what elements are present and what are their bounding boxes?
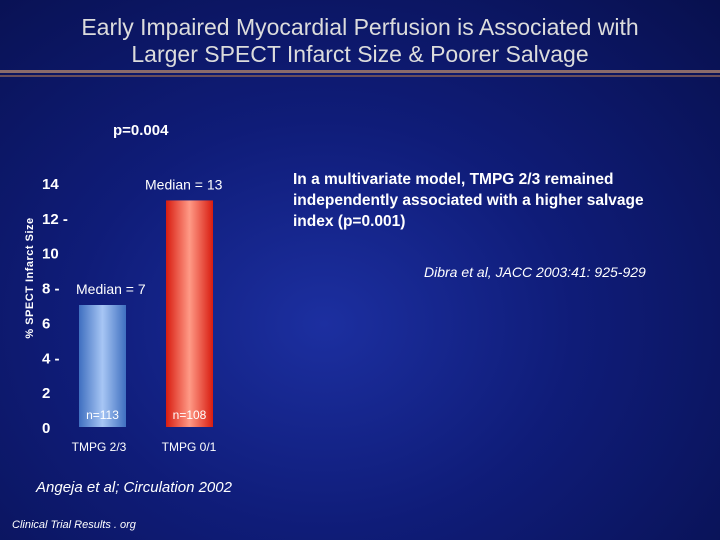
sample-size-label: n=113 xyxy=(86,408,119,422)
citation-dibra: Dibra et al, JACC 2003:41: 925-929 xyxy=(424,264,646,280)
citation-angeja: Angeja et al; Circulation 2002 xyxy=(36,479,232,496)
sample-size-label: n=108 xyxy=(173,408,207,422)
footer-source: Clinical Trial Results . org xyxy=(12,519,136,531)
y-tick-label: 8 - xyxy=(42,281,60,298)
bar-tmpg-0-1 xyxy=(166,200,213,427)
title-line-2: Larger SPECT Infarct Size & Poorer Salva… xyxy=(131,41,589,67)
median-label: Median = 7 xyxy=(76,281,146,297)
slide-title: Early Impaired Myocardial Perfusion is A… xyxy=(0,14,720,68)
y-axis-label: % SPECT Infarct Size xyxy=(24,217,36,338)
p-value: p=0.004 xyxy=(113,122,169,139)
category-label: TMPG 2/3 xyxy=(72,440,127,454)
title-divider-bottom xyxy=(0,75,720,77)
y-tick-label: 6 xyxy=(42,315,50,332)
median-label: Median = 13 xyxy=(145,176,223,192)
bar-tmpg-2-3 xyxy=(79,305,126,427)
y-tick-label: 4 - xyxy=(42,350,60,367)
y-tick-label: 14 xyxy=(42,176,59,193)
y-tick-label: 0 xyxy=(42,420,50,437)
title-line-1: Early Impaired Myocardial Perfusion is A… xyxy=(81,14,639,40)
y-tick-label: 12 - xyxy=(42,211,68,228)
title-divider-top xyxy=(0,70,720,73)
category-label: TMPG 0/1 xyxy=(162,440,217,454)
multivariate-note: In a multivariate model, TMPG 2/3 remain… xyxy=(293,171,644,230)
y-tick-label: 2 xyxy=(42,385,50,402)
y-tick-label: 10 xyxy=(42,246,59,263)
